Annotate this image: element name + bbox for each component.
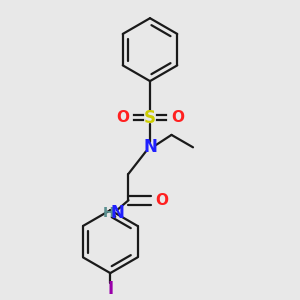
Text: S: S [144,109,156,127]
Text: O: O [155,193,168,208]
Text: H: H [103,206,114,220]
Text: O: O [171,110,184,125]
Text: O: O [116,110,129,125]
Text: N: N [111,203,124,221]
Text: N: N [143,138,157,156]
Text: I: I [107,280,113,298]
